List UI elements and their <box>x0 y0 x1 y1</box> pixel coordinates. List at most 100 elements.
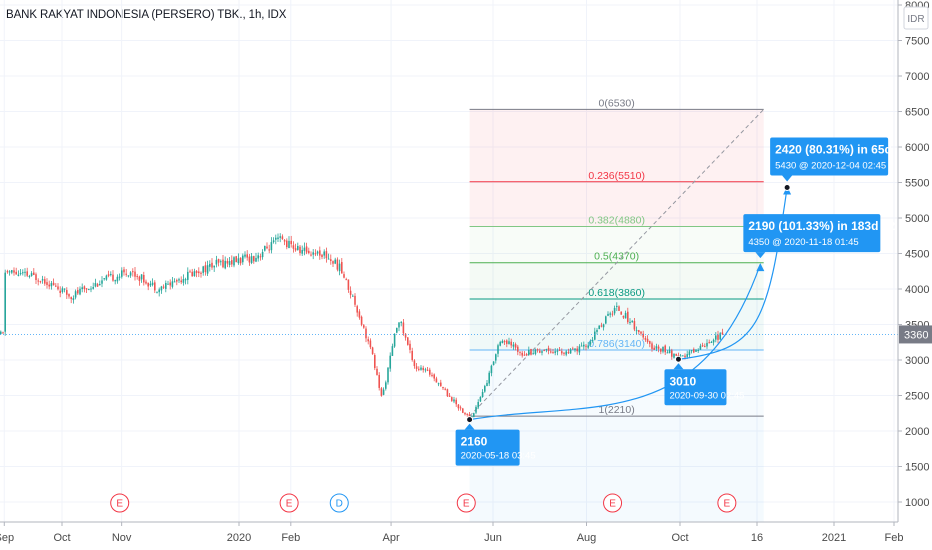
candle-body <box>701 345 704 347</box>
candle <box>360 315 363 327</box>
candle <box>118 273 121 281</box>
candle-body <box>180 280 182 283</box>
candle <box>517 344 519 356</box>
candle-body <box>492 361 495 366</box>
candle-body <box>33 272 35 275</box>
candle <box>270 237 273 254</box>
candle-body <box>235 256 237 263</box>
candle <box>457 403 460 411</box>
candle-body <box>640 331 642 334</box>
event-marker[interactable]: D <box>329 493 349 513</box>
candle <box>74 289 77 300</box>
candle <box>193 268 196 277</box>
candle <box>411 347 413 362</box>
candle-body <box>396 327 398 333</box>
candle <box>561 348 563 356</box>
candle-body <box>68 294 70 297</box>
candle <box>24 268 26 277</box>
candle <box>543 349 545 352</box>
candle <box>492 361 495 366</box>
target-arrow-icon <box>756 263 765 272</box>
candle-body <box>114 280 116 282</box>
candle-body <box>574 348 576 351</box>
candle <box>352 294 354 297</box>
candle-body <box>281 236 284 240</box>
candle <box>215 255 218 268</box>
candle-body <box>587 345 589 348</box>
price-callout: 3010 2020-09-30 02:45 <box>664 363 744 406</box>
candle <box>534 348 537 356</box>
candle <box>303 242 306 256</box>
anchor-dot <box>466 416 474 424</box>
candle-body <box>508 341 510 344</box>
candle-body <box>343 274 345 278</box>
candle <box>217 258 220 267</box>
candle <box>506 339 508 348</box>
candle-body <box>435 378 438 383</box>
candle <box>393 333 396 348</box>
callout-sub-text: 5430 @ 2020-12-04 02:45 <box>775 160 886 171</box>
candle-body <box>147 282 149 287</box>
candle-body <box>211 262 213 268</box>
candle-body <box>129 272 132 276</box>
candle-body <box>506 340 508 344</box>
candle <box>695 349 697 352</box>
candle <box>257 252 259 262</box>
candle-body <box>420 367 422 370</box>
candle-body <box>429 369 431 375</box>
callout-sub-text: 2020-09-30 02:45 <box>669 390 744 401</box>
currency-badge[interactable]: IDR <box>903 6 929 30</box>
candle <box>187 267 189 285</box>
candle <box>165 280 167 293</box>
candle <box>536 348 539 353</box>
candle <box>459 405 462 411</box>
candle <box>149 280 152 288</box>
candle <box>281 234 284 240</box>
event-marker[interactable]: E <box>456 493 476 513</box>
candle <box>398 322 400 332</box>
candle <box>701 342 704 347</box>
event-circle <box>279 493 299 513</box>
candle <box>299 245 301 256</box>
fib-zone <box>469 262 764 299</box>
candle-body <box>202 266 204 273</box>
candle <box>547 345 550 355</box>
candle-body <box>547 347 550 351</box>
candle <box>85 288 88 293</box>
candle-body <box>321 254 323 258</box>
candle-body <box>369 340 372 348</box>
candle <box>605 315 607 325</box>
candle <box>237 253 240 265</box>
candle-body <box>541 351 543 353</box>
callout-main-text: 2190 (101.33%) in 183d 22h <box>748 219 902 233</box>
candle-body <box>600 325 603 327</box>
x-tick-label: 16 <box>751 532 763 544</box>
candle <box>107 270 110 278</box>
candle-body <box>721 332 724 335</box>
event-marker[interactable]: E <box>110 493 130 513</box>
event-marker[interactable]: E <box>279 493 299 513</box>
candle-body <box>191 271 193 277</box>
candle <box>631 319 633 323</box>
candle-body <box>569 349 572 354</box>
candle-body <box>649 341 651 344</box>
candle <box>715 332 717 343</box>
candle-body <box>72 298 75 301</box>
callout-pointer <box>464 423 475 430</box>
candle-body <box>77 290 79 294</box>
candle <box>57 283 59 291</box>
candle <box>499 340 501 347</box>
candle-body <box>585 345 587 347</box>
candle <box>334 257 336 265</box>
event-marker[interactable]: E <box>717 493 737 513</box>
candle-body <box>673 353 675 358</box>
candle <box>644 335 647 342</box>
candle-body <box>616 305 618 307</box>
fib-zone <box>469 109 764 182</box>
candle-body <box>442 386 444 389</box>
event-marker[interactable]: E <box>603 493 623 513</box>
candle <box>127 275 130 278</box>
candle-body <box>488 372 490 384</box>
